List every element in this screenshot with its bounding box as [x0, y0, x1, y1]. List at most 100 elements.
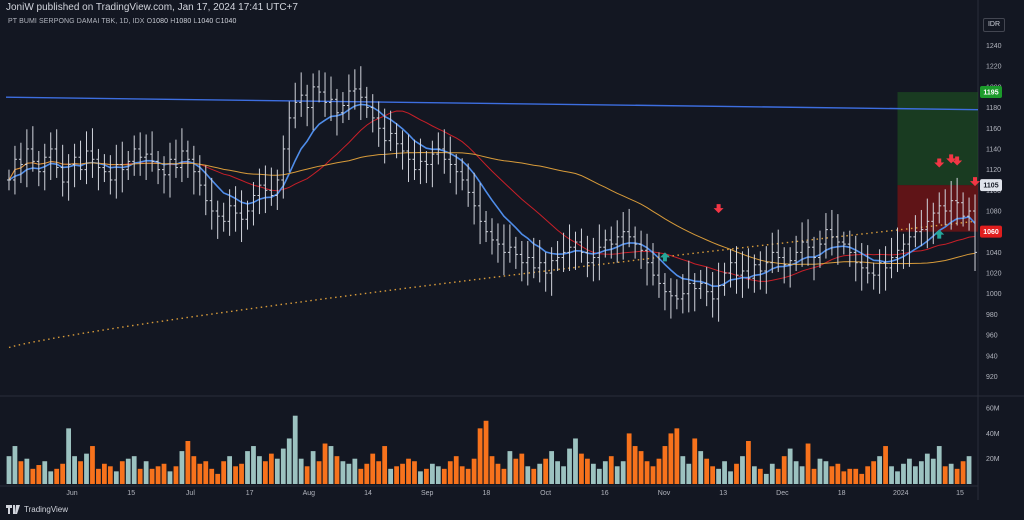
ohlc-open-label: O — [146, 18, 153, 25]
volume-bar — [257, 456, 262, 484]
ohlc-close-label: C — [215, 18, 221, 25]
volume-bar — [901, 463, 906, 484]
sell-arrow-icon — [934, 158, 945, 168]
time-tick-label: 14 — [364, 490, 372, 497]
volume-tick-label: 60M — [986, 406, 1000, 413]
volume-bar — [429, 463, 435, 484]
buy-arrow-icon — [934, 229, 945, 239]
volume-bar — [704, 458, 710, 484]
volume-bar — [358, 468, 364, 484]
volume-bar — [477, 428, 483, 484]
price-tick-label: 1180 — [986, 105, 1001, 112]
volume-bar — [465, 468, 471, 484]
volume-bar — [102, 463, 107, 484]
sell-arrow-icon — [946, 154, 957, 164]
ma-blue-line — [8, 103, 976, 288]
time-tick-label: Jul — [186, 490, 195, 497]
volume-bar — [722, 461, 727, 484]
tradingview-logo[interactable]: TradingView — [6, 505, 69, 515]
ohlc-high-value: 1080 — [175, 18, 192, 25]
volume-bar — [54, 468, 60, 484]
time-tick-label: Dec — [776, 490, 789, 497]
volume-bar — [787, 448, 793, 484]
volume-bar — [948, 463, 954, 484]
volume-bar — [728, 471, 733, 484]
volume-bar — [376, 461, 382, 484]
time-tick-label: 16 — [601, 490, 609, 497]
volume-bar — [30, 468, 36, 484]
volume-bar — [763, 473, 769, 484]
volume-bar — [579, 453, 584, 484]
volume-bar — [233, 466, 238, 484]
volume-bar — [382, 446, 388, 484]
tradingview-icon — [6, 505, 20, 515]
volume-bar — [418, 471, 423, 484]
volume-bar — [590, 463, 596, 484]
volume-bar — [769, 463, 775, 484]
time-tick-label: Oct — [540, 490, 551, 497]
volume-bar — [507, 451, 513, 484]
volume-bar — [412, 461, 417, 484]
volume-bar — [656, 458, 662, 484]
currency-badge[interactable]: IDR — [983, 18, 1005, 32]
price-tick-label: 960 — [986, 333, 998, 340]
volume-bar — [781, 456, 787, 484]
volume-bar — [90, 446, 95, 484]
volume-bar — [793, 461, 799, 484]
sell-arrow-icon — [970, 177, 981, 187]
time-tick-label: 18 — [838, 490, 846, 497]
volume-bar — [519, 453, 525, 484]
volume-tick-label: 20M — [986, 456, 1000, 463]
volume-bar — [435, 466, 441, 484]
volume-bar — [525, 466, 531, 484]
volume-bar — [400, 463, 405, 484]
time-tick-label: 13 — [719, 490, 727, 497]
price-badge-label: 1105 — [983, 183, 998, 190]
volume-bar — [286, 438, 292, 484]
volume-bar — [78, 461, 83, 484]
volume-bar — [865, 466, 871, 484]
volume-bar — [221, 461, 227, 484]
price-chart[interactable]: 920 940 960 980 1000 1020 1040 1060 1080 1100 1120… — [0, 0, 1024, 500]
price-badge — [980, 225, 1002, 238]
volume-bar — [495, 463, 501, 484]
volume-bar — [513, 458, 519, 484]
volume-bar — [453, 456, 459, 484]
ma-red-line — [8, 110, 976, 282]
time-tick-label: Nov — [658, 490, 671, 497]
volume-bar — [155, 466, 161, 484]
volume-bar — [889, 466, 894, 484]
volume-bar — [960, 461, 966, 484]
volume-bar — [280, 448, 286, 484]
volume-bar — [72, 456, 77, 484]
volume-bar — [239, 463, 244, 484]
volume-bar — [96, 468, 101, 484]
volume-bar — [746, 441, 751, 484]
volume-bar — [829, 466, 835, 484]
volume-bar — [805, 443, 811, 484]
volume-bar — [674, 428, 680, 484]
time-tick-label: 15 — [956, 490, 964, 497]
buy-arrow-icon — [659, 252, 670, 262]
volume-bar — [322, 443, 328, 484]
trendline — [5, 96, 979, 111]
volume-bar — [298, 458, 304, 484]
price-tick-label: 1140 — [986, 146, 1001, 153]
volume-bar — [60, 463, 66, 484]
symbol-name: PT BUMI SERPONG DAMAI TBK, 1D, IDX — [8, 18, 145, 25]
time-tick-label: 15 — [127, 490, 135, 497]
brand-name: TradingView — [24, 505, 69, 514]
volume-bar — [555, 461, 560, 484]
volume-bar — [775, 468, 781, 484]
volume-bar — [907, 458, 912, 484]
volume-bar — [942, 466, 948, 484]
ohlc-close-value: 1040 — [220, 18, 237, 25]
volume-bar — [370, 453, 376, 484]
volume-bar — [877, 456, 882, 484]
volume-bar — [751, 466, 757, 484]
volume-bar — [573, 438, 578, 484]
price-tick-label: 1000 — [986, 291, 1002, 298]
volume-bar — [447, 461, 453, 484]
price-badge-label: 1060 — [983, 229, 999, 236]
